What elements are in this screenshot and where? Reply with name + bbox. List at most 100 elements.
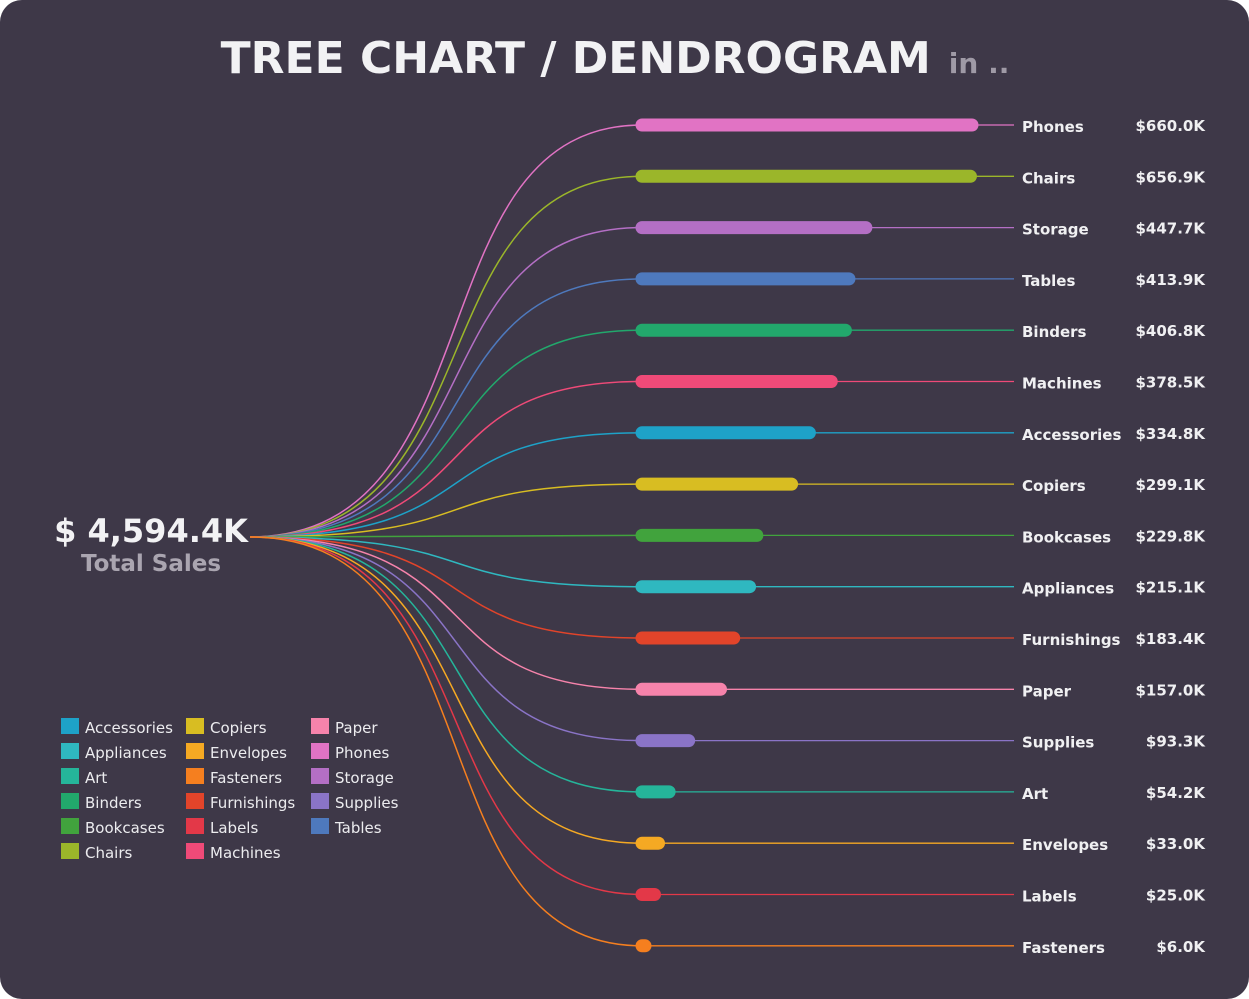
bar-envelopes: [635, 836, 665, 850]
legend-swatch-accessories: [61, 718, 79, 734]
bar-accessories: [635, 426, 816, 440]
bar-binders: [635, 323, 852, 337]
legend-label-phones: Phones: [335, 744, 389, 762]
branch-paper: [249, 536, 643, 691]
branch-chairs: [249, 175, 643, 538]
branch-art: [249, 536, 643, 793]
legend-swatch-furnishings: [186, 793, 204, 809]
label-appliances: Appliances: [1022, 580, 1114, 598]
legend-label-machines: Machines: [210, 844, 281, 862]
bar-bookcases: [635, 528, 764, 542]
category-labels: Phones $660.0K Chairs $656.9K Storage $447.7K…: [1022, 117, 1206, 957]
value-art: $54.2K: [1146, 784, 1206, 802]
value-bookcases: $229.8K: [1135, 527, 1206, 545]
legend-swatch-bookcases: [61, 818, 79, 834]
legend-swatch-chairs: [61, 843, 79, 859]
value-paper: $157.0K: [1135, 681, 1206, 699]
bar-chairs: [635, 169, 977, 183]
legend-label-chairs: Chairs: [85, 844, 133, 862]
legend-label-tables: Tables: [334, 819, 382, 837]
value-labels: $25.0K: [1146, 887, 1206, 905]
value-chairs: $656.9K: [1135, 168, 1206, 186]
bar-fasteners: [635, 939, 652, 953]
bar-labels: [635, 888, 661, 901]
branch-tables: [249, 278, 643, 538]
bar-paper: [635, 682, 727, 696]
branch-copiers: [249, 483, 643, 538]
label-supplies: Supplies: [1022, 734, 1094, 752]
legend-swatch-labels: [186, 818, 204, 834]
label-bookcases: Bookcases: [1022, 528, 1111, 546]
label-art: Art: [1022, 785, 1048, 803]
bar-machines: [635, 375, 838, 388]
branch-envelopes: [249, 536, 643, 844]
branch-bookcases: [249, 534, 643, 538]
legend-swatch-binders: [61, 793, 79, 809]
total-sales-value: $ 4,594.4K: [54, 512, 249, 550]
value-bars: [635, 118, 979, 953]
branch-furnishings: [249, 536, 643, 639]
label-furnishings: Furnishings: [1022, 631, 1121, 649]
label-envelopes: Envelopes: [1022, 836, 1108, 854]
value-accessories: $334.8K: [1135, 425, 1206, 443]
legend-label-copiers: Copiers: [210, 719, 267, 737]
bar-furnishings: [635, 631, 741, 645]
label-accessories: Accessories: [1022, 426, 1121, 444]
legend-label-furnishings: Furnishings: [210, 794, 295, 812]
chart-subtitle: in ..: [949, 47, 1010, 80]
chart-title: TREE CHART / DENDROGRAM: [221, 33, 931, 84]
value-binders: $406.8K: [1135, 322, 1206, 340]
branch-labels: [249, 536, 643, 896]
legend-swatch-machines: [186, 843, 204, 859]
legend-label-envelopes: Envelopes: [210, 744, 287, 762]
legend-label-binders: Binders: [85, 794, 142, 812]
branch-phones: [249, 124, 643, 538]
branch-accessories: [249, 432, 643, 538]
legend-swatch-storage: [311, 768, 329, 784]
legend-label-storage: Storage: [335, 769, 394, 787]
branch-fasteners: [249, 536, 643, 947]
legend-swatch-appliances: [61, 743, 79, 759]
legend-swatch-copiers: [186, 718, 204, 734]
legend-swatch-tables: [311, 818, 329, 834]
label-chairs: Chairs: [1022, 169, 1075, 187]
value-tables: $413.9K: [1135, 271, 1206, 289]
legend-label-fasteners: Fasteners: [210, 769, 282, 787]
bar-copiers: [635, 477, 799, 491]
value-machines: $378.5K: [1135, 374, 1206, 392]
bar-storage: [635, 221, 873, 235]
legend-label-labels: Labels: [210, 819, 258, 837]
label-tables: Tables: [1022, 272, 1075, 290]
label-machines: Machines: [1022, 375, 1102, 393]
legend-swatch-paper: [311, 718, 329, 734]
label-phones: Phones: [1022, 118, 1084, 136]
bar-appliances: [635, 580, 757, 594]
bar-tables: [635, 272, 856, 286]
legend: Accessories Appliances Art Binders Bookcases…: [61, 718, 399, 862]
chart-title-group: TREE CHART / DENDROGRAM in ..: [221, 33, 1010, 84]
branch-supplies: [249, 536, 643, 742]
label-fasteners: Fasteners: [1022, 939, 1105, 957]
label-storage: Storage: [1022, 221, 1089, 239]
legend-label-accessories: Accessories: [85, 719, 173, 737]
legend-label-paper: Paper: [335, 719, 378, 737]
value-appliances: $215.1K: [1135, 579, 1206, 597]
legend-label-supplies: Supplies: [335, 794, 399, 812]
value-envelopes: $33.0K: [1146, 835, 1206, 853]
label-binders: Binders: [1022, 323, 1087, 341]
legend-label-bookcases: Bookcases: [85, 819, 165, 837]
legend-swatch-phones: [311, 743, 329, 759]
value-storage: $447.7K: [1135, 220, 1206, 238]
legend-label-appliances: Appliances: [85, 744, 167, 762]
legend-swatch-envelopes: [186, 743, 204, 759]
value-supplies: $93.3K: [1146, 733, 1206, 751]
branch-machines: [249, 380, 643, 538]
branch-appliances: [249, 536, 643, 588]
legend-label-art: Art: [85, 769, 107, 787]
label-labels: Labels: [1022, 888, 1077, 906]
value-phones: $660.0K: [1135, 117, 1206, 135]
label-copiers: Copiers: [1022, 477, 1086, 495]
total-sales-label: Total Sales: [81, 551, 221, 577]
